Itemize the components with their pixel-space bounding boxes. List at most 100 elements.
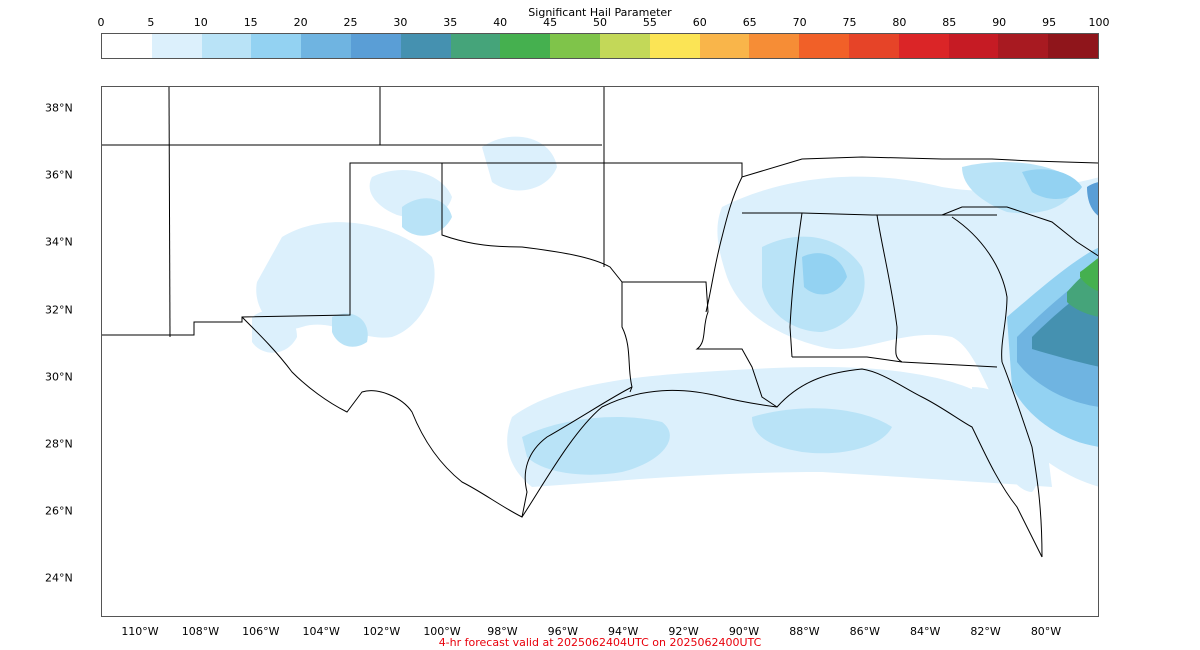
latitude-label: 32°N: [45, 303, 73, 317]
colorbar-segment: [1048, 34, 1098, 58]
colorbar-tick-label: 20: [293, 16, 308, 29]
shading-area: [802, 253, 847, 295]
hail-shading: [252, 136, 1098, 492]
longitude-label: 110°W: [121, 625, 159, 638]
boundary-line: [1001, 361, 1043, 558]
colorbar-segment: [848, 34, 899, 58]
shading-area: [1080, 258, 1098, 292]
colorbar-segment: [201, 34, 252, 58]
longitude-label: 82°W: [970, 625, 1001, 638]
boundary-line: [951, 216, 1008, 363]
colorbar-tick-label: 0: [97, 16, 105, 29]
colorbar-tick-label: 60: [692, 16, 707, 29]
latitude-label: 36°N: [45, 168, 73, 182]
colorbar-segment: [301, 34, 351, 58]
colorbar-segment: [102, 34, 152, 58]
colorbar-segment: [599, 34, 650, 58]
shading-area: [1022, 169, 1082, 199]
colorbar-segment: [400, 34, 451, 58]
boundary-line: [941, 206, 1098, 257]
boundaries: [102, 87, 1098, 558]
colorbar-tick-label: 35: [443, 16, 458, 29]
colorbar-tick-label: 30: [393, 16, 408, 29]
longitude-label: 98°W: [487, 625, 518, 638]
colorbar-segment: [550, 34, 600, 58]
colorbar-tick-label: 95: [1042, 16, 1057, 29]
colorbar-tick-label: 50: [593, 16, 607, 29]
latitude-label: 34°N: [45, 235, 73, 249]
colorbar-segment: [450, 34, 501, 58]
colorbar-segment: [151, 34, 202, 58]
shading-area: [972, 387, 1040, 492]
boundary-line: [350, 87, 605, 164]
latitude-label: 30°N: [45, 370, 73, 384]
colorbar-tick-label: 100: [1088, 16, 1110, 29]
boundary-line: [705, 176, 743, 313]
colorbar-tick-label: 25: [343, 16, 358, 29]
map-svg: [102, 87, 1098, 558]
longitude-label: 86°W: [849, 625, 880, 638]
colorbar-tick-label: 75: [842, 16, 857, 29]
shading-area: [1087, 182, 1098, 216]
boundary-line: [168, 87, 171, 338]
colorbar-tick-label: 5: [147, 16, 155, 29]
colorbar-segment: [898, 34, 949, 58]
longitude-label: 80°W: [1030, 625, 1062, 638]
shading-area: [332, 313, 368, 347]
colorbar-segment: [948, 34, 999, 58]
shading-area: [252, 309, 297, 353]
colorbar-tick-label: 70: [792, 16, 807, 29]
longitude-label: 96°W: [547, 625, 578, 638]
longitude-label: 94°W: [608, 625, 639, 638]
colorbar-tick-label: 65: [742, 16, 757, 29]
colorbar-segment: [998, 34, 1049, 58]
colorbar-tick-label: 45: [543, 16, 558, 29]
map-panel: [101, 86, 1099, 617]
latitude-label: 38°N: [45, 101, 73, 115]
longitude-label: 104°W: [302, 625, 340, 638]
colorbar-tick-label: 40: [493, 16, 508, 29]
colorbar-tick-label: 80: [892, 16, 907, 29]
shading-area: [402, 198, 452, 236]
longitude-label: 100°W: [423, 625, 461, 638]
longitude-label: 92°W: [668, 625, 699, 638]
boundary-line: [241, 316, 633, 518]
colorbar-segment: [500, 34, 551, 58]
longitude-label: 84°W: [910, 625, 941, 638]
boundary-line: [876, 214, 903, 363]
boundary-line: [521, 368, 1043, 558]
latitude-label: 28°N: [45, 437, 73, 451]
colorbar-segment: [799, 34, 849, 58]
boundary-line: [792, 356, 998, 368]
longitude-label: 106°W: [242, 625, 280, 638]
colorbar-title: Significant Hail Parameter: [528, 6, 672, 19]
colorbar-segment: [749, 34, 800, 58]
longitude-label: 108°W: [181, 625, 220, 638]
latitude-label: 24°N: [45, 571, 73, 585]
boundary-line: [604, 156, 1098, 178]
colorbar-tick-label: 55: [642, 16, 657, 29]
boundary-line: [622, 281, 778, 408]
longitude-label: 90°W: [728, 625, 760, 638]
shading-area: [522, 417, 670, 475]
colorbar-segment: [699, 34, 750, 58]
colorbar-segment: [251, 34, 302, 58]
boundary-line: [789, 212, 803, 358]
shading-area: [256, 222, 435, 338]
latitude-label: 26°N: [45, 504, 73, 518]
colorbar: [101, 33, 1099, 59]
colorbar-segment: [350, 34, 401, 58]
colorbar-tick-label: 10: [193, 16, 208, 29]
boundary-line: [102, 162, 633, 393]
colorbar-tick-label: 15: [243, 16, 258, 29]
longitude-label: 88°W: [789, 625, 820, 638]
colorbar-segment: [649, 34, 700, 58]
longitude-label: 102°W: [362, 625, 401, 638]
shading-area: [752, 408, 892, 454]
colorbar-tick-label: 85: [942, 16, 957, 29]
boundary-line: [742, 212, 997, 216]
colorbar-tick-label: 90: [992, 16, 1007, 29]
forecast-caption: 4-hr forecast valid at 2025062404UTC on …: [438, 636, 762, 649]
shading-area: [482, 136, 557, 191]
